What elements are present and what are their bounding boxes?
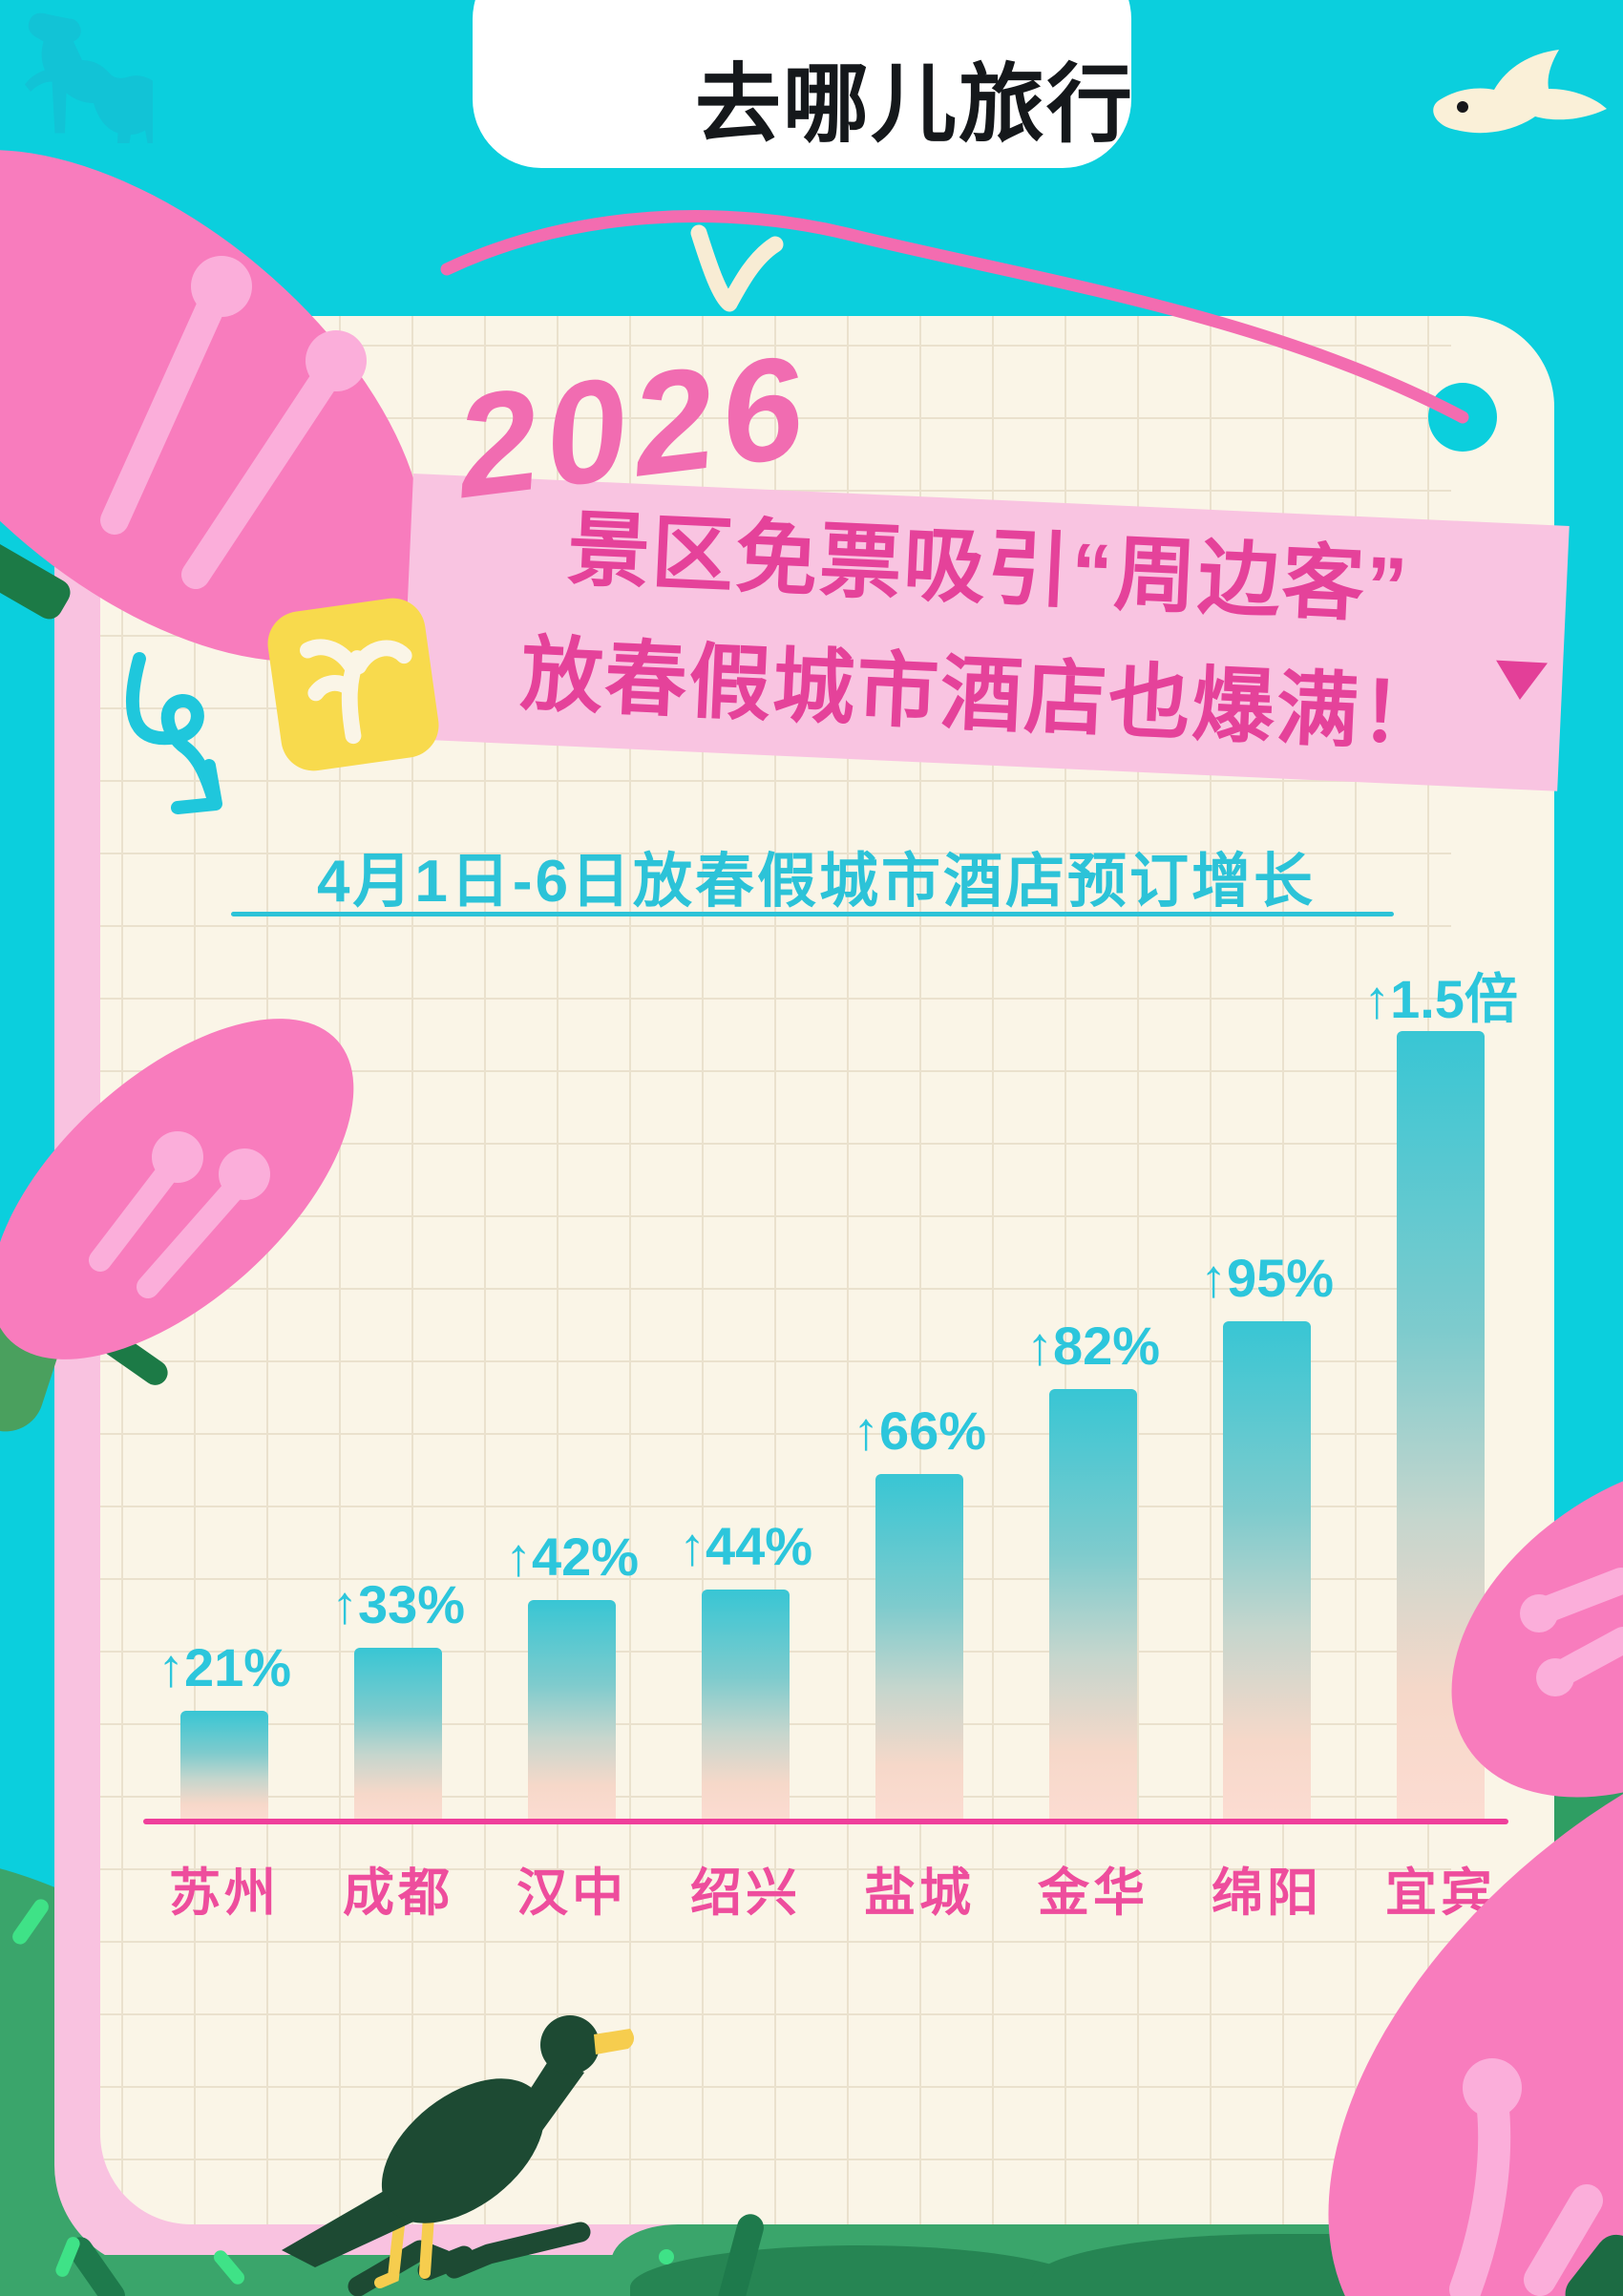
- city-label: 盐城: [864, 1864, 975, 1922]
- bar: [702, 1590, 790, 1822]
- bar-value-label: ↑21%: [157, 1637, 292, 1697]
- city-label: 汉中: [516, 1864, 627, 1922]
- city-label: 成都: [343, 1864, 453, 1922]
- bar: [1223, 1321, 1311, 1822]
- bar: [354, 1648, 442, 1822]
- brand-badge: [473, 0, 1131, 168]
- title-underline: [231, 912, 1394, 916]
- mint-dash-4: [659, 2249, 674, 2264]
- bar: [1049, 1389, 1137, 1822]
- bar: [180, 1711, 268, 1822]
- bar-value-label: ↑33%: [330, 1574, 466, 1634]
- bar-value-label: ↑44%: [678, 1516, 813, 1576]
- bar: [528, 1600, 616, 1822]
- brand-name: 去哪儿旅行: [695, 57, 1134, 153]
- bar-value-label: ↑42%: [504, 1527, 640, 1587]
- bar-value-label: ↑66%: [852, 1401, 987, 1461]
- city-label: 绵阳: [1212, 1864, 1322, 1922]
- bar-value-label: ↑1.5倍: [1363, 969, 1518, 1029]
- chart-title: 4月1日-6日放春假城市酒店预订增长: [316, 849, 1317, 915]
- city-label: 苏州: [169, 1864, 280, 1922]
- axis-line: [143, 1819, 1508, 1824]
- bar-value-label: ↑82%: [1025, 1316, 1161, 1376]
- city-label: 绍兴: [690, 1864, 801, 1922]
- bar: [875, 1474, 963, 1822]
- bar-value-label: ↑95%: [1199, 1248, 1335, 1308]
- city-label: 金华: [1038, 1864, 1149, 1922]
